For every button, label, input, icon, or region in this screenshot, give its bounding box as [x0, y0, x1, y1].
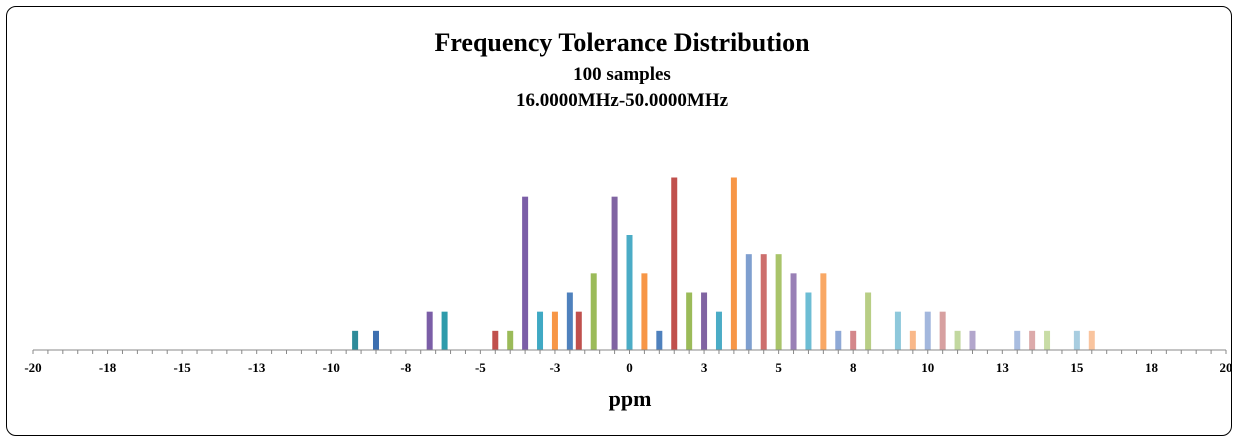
x-tick-label: -5 [475, 360, 486, 375]
bar [492, 330, 499, 350]
bar [775, 254, 782, 350]
bar [701, 292, 708, 350]
x-tick-label: -10 [323, 360, 340, 375]
bar [1073, 330, 1080, 350]
x-tick-label: 3 [701, 360, 708, 375]
x-tick-label: 15 [1070, 360, 1084, 375]
bar [441, 311, 448, 350]
bar [745, 254, 752, 350]
bars-group [352, 177, 1095, 350]
bar [1044, 330, 1051, 350]
x-tick-label: -15 [173, 360, 191, 375]
x-tick-label: 0 [626, 360, 633, 375]
bar [626, 235, 633, 350]
x-tick-label: -13 [248, 360, 266, 375]
chart-frequency-range: 16.0000MHz-50.0000MHz [515, 90, 729, 111]
bar [656, 330, 663, 350]
bar [835, 330, 842, 350]
chart-title: Frequency Tolerance Distribution [434, 28, 810, 57]
bar [820, 273, 827, 350]
x-tick-label: 8 [850, 360, 857, 375]
bar [611, 196, 618, 350]
bar [760, 254, 767, 350]
x-axis [32, 349, 1227, 354]
bar [939, 311, 946, 350]
bar [352, 330, 359, 350]
x-tick-label: -20 [24, 360, 41, 375]
chart-frame [6, 6, 1232, 436]
bar [850, 330, 857, 350]
x-axis-title: ppm [609, 386, 652, 411]
x-tick-label: 18 [1145, 360, 1159, 375]
bar [790, 273, 797, 350]
bar [671, 177, 678, 350]
bar [715, 311, 722, 350]
bar [1014, 330, 1021, 350]
x-tick-label: 10 [921, 360, 934, 375]
bar [575, 311, 582, 350]
bar [730, 177, 737, 350]
x-tick-label: 13 [996, 360, 1010, 375]
x-tick-label: -18 [99, 360, 117, 375]
bar [865, 292, 872, 350]
bar [909, 330, 916, 350]
x-tick-label: -8 [400, 360, 411, 375]
bar [566, 292, 573, 350]
bar [805, 292, 812, 350]
bar [1029, 330, 1036, 350]
bar [537, 311, 544, 350]
x-tick-label: 5 [775, 360, 782, 375]
bar [522, 196, 529, 350]
bar [894, 311, 901, 350]
bar [954, 330, 961, 350]
bar [372, 330, 379, 350]
bar [969, 330, 976, 350]
bar [426, 311, 433, 350]
x-tick-labels: -20 -18 -15 -13 -10 -8 -5 -3 0 3 5 8 10 13 15 18 20 [24, 360, 1232, 375]
bar [686, 292, 693, 350]
x-tick-label: 20 [1220, 360, 1233, 375]
bar [924, 311, 931, 350]
chart-subtitle: 100 samples [573, 64, 671, 85]
bar [641, 273, 648, 350]
x-tick-label: -3 [550, 360, 561, 375]
bar [1088, 330, 1095, 350]
chart-plot: -20 -18 -15 -13 -10 -8 -5 -3 0 3 5 8 10 13 15 18 20 ppm [24, 177, 1233, 411]
bar [551, 311, 558, 350]
bar [507, 330, 514, 350]
bar [590, 273, 597, 350]
